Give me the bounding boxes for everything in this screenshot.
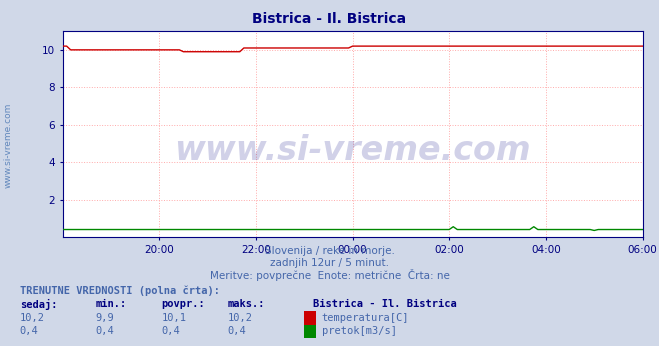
- Text: maks.:: maks.:: [227, 300, 265, 309]
- Text: 10,1: 10,1: [161, 313, 186, 322]
- Text: 0,4: 0,4: [20, 327, 38, 336]
- Text: 0,4: 0,4: [227, 327, 246, 336]
- Text: Meritve: povprečne  Enote: metrične  Črta: ne: Meritve: povprečne Enote: metrične Črta:…: [210, 269, 449, 281]
- Text: 10,2: 10,2: [20, 313, 45, 322]
- Text: Bistrica - Il. Bistrica: Bistrica - Il. Bistrica: [313, 300, 457, 309]
- Text: TRENUTNE VREDNOSTI (polna črta):: TRENUTNE VREDNOSTI (polna črta):: [20, 285, 219, 296]
- Text: temperatura[C]: temperatura[C]: [322, 313, 409, 322]
- Text: sedaj:: sedaj:: [20, 299, 57, 310]
- Text: 0,4: 0,4: [161, 327, 180, 336]
- Text: pretok[m3/s]: pretok[m3/s]: [322, 327, 397, 336]
- Text: min.:: min.:: [96, 300, 127, 309]
- Text: 10,2: 10,2: [227, 313, 252, 322]
- Text: www.si-vreme.com: www.si-vreme.com: [174, 134, 531, 167]
- Text: povpr.:: povpr.:: [161, 300, 205, 309]
- Text: 9,9: 9,9: [96, 313, 114, 322]
- Text: Bistrica - Il. Bistrica: Bistrica - Il. Bistrica: [252, 12, 407, 26]
- Text: Slovenija / reke in morje.: Slovenija / reke in morje.: [264, 246, 395, 256]
- Text: 0,4: 0,4: [96, 327, 114, 336]
- Text: www.si-vreme.com: www.si-vreme.com: [3, 103, 13, 188]
- Text: zadnjih 12ur / 5 minut.: zadnjih 12ur / 5 minut.: [270, 258, 389, 268]
